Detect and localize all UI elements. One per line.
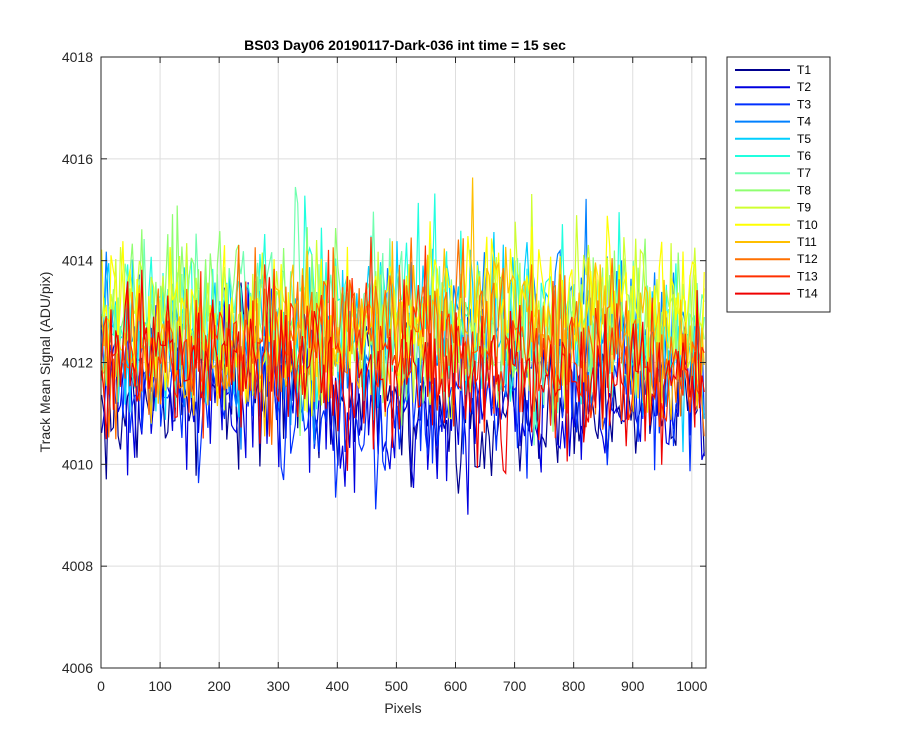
chart-title: BS03 Day06 20190117-Dark-036 int time = … <box>244 37 566 53</box>
x-tick-label: 700 <box>503 678 527 694</box>
legend-label-t6: T6 <box>797 149 811 163</box>
legend-label-t4: T4 <box>797 115 811 129</box>
axis-ticks <box>100 56 706 669</box>
y-axis-title: Track Mean Signal (ADU/pix) <box>37 272 53 453</box>
x-tick-labels: 0 100 200 300 400 500 600 700 800 900 1000 <box>97 678 707 694</box>
legend-label-t1: T1 <box>797 63 811 77</box>
series-lines <box>101 177 705 515</box>
legend-label-t5: T5 <box>797 132 811 146</box>
series-line-t14 <box>101 269 705 475</box>
legend-items: T1 T2 T3 T4 T5 T6 T7 T8 T9 T10 T11 T12 T13 T14 <box>735 63 818 301</box>
y-tick-label: 4008 <box>62 558 93 574</box>
x-tick-label: 400 <box>326 678 350 694</box>
x-tick-label: 100 <box>148 678 172 694</box>
legend-label-t13: T13 <box>797 269 818 283</box>
x-tick-label: 900 <box>621 678 645 694</box>
series-line-t3 <box>101 274 705 510</box>
y-tick-label: 4006 <box>62 660 93 676</box>
legend[interactable]: T1 T2 T3 T4 T5 T6 T7 T8 T9 T10 T11 T12 T13 T14 <box>726 56 831 313</box>
x-tick-label: 300 <box>267 678 291 694</box>
x-tick-label: 200 <box>207 678 231 694</box>
x-tick-label: 1000 <box>676 678 707 694</box>
legend-label-t14: T14 <box>797 287 818 301</box>
legend-label-t2: T2 <box>797 80 811 94</box>
legend-label-t3: T3 <box>797 97 811 111</box>
y-tick-label: 4012 <box>62 355 93 371</box>
x-axis-title: Pixels <box>384 700 421 716</box>
y-tick-label: 4016 <box>62 151 93 167</box>
legend-label-t11: T11 <box>797 235 817 249</box>
legend-box <box>726 56 831 313</box>
y-tick-labels: 4006 4008 4010 4012 4014 4016 4018 <box>62 49 93 676</box>
legend-label-t7: T7 <box>797 166 811 180</box>
legend-label-t12: T12 <box>797 252 818 266</box>
legend-label-t8: T8 <box>797 183 811 197</box>
x-tick-label: 500 <box>385 678 409 694</box>
x-tick-label: 600 <box>444 678 468 694</box>
y-tick-label: 4014 <box>62 253 93 269</box>
legend-label-t9: T9 <box>797 201 811 215</box>
x-tick-label: 0 <box>97 678 105 694</box>
y-tick-label: 4010 <box>62 456 93 472</box>
x-tick-label: 800 <box>562 678 586 694</box>
legend-label-t10: T10 <box>797 218 818 232</box>
y-tick-label: 4018 <box>62 49 93 65</box>
